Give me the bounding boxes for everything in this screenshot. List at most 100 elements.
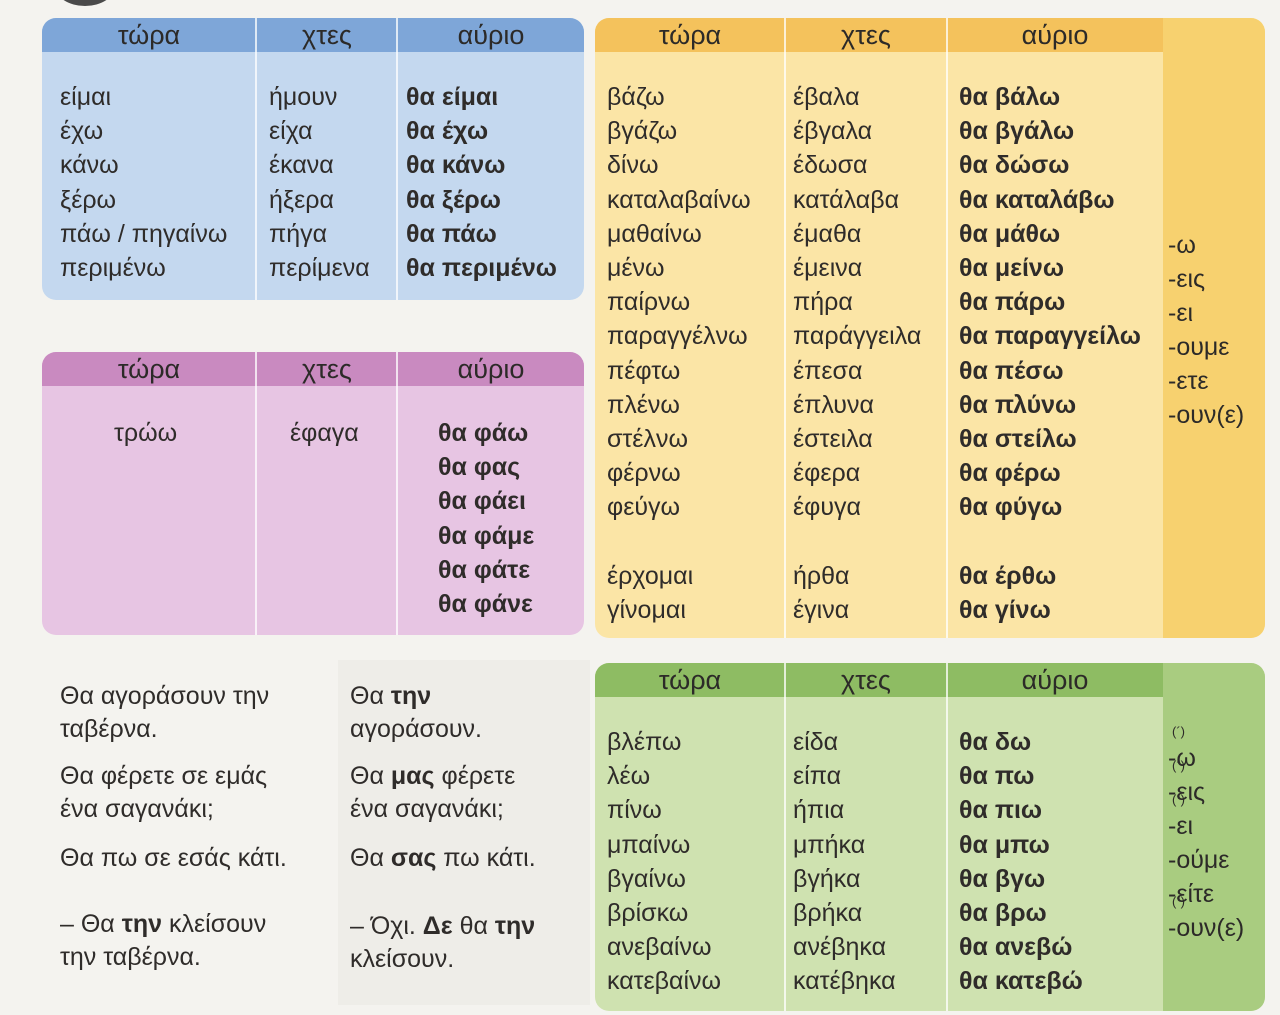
header-tomorrow: αύριο <box>1021 20 1089 50</box>
verb-cell <box>793 524 921 558</box>
verb-cell: πάω / πηγαίνω <box>60 219 228 248</box>
verb-cell: θα κατεβώ <box>959 967 1083 996</box>
pronoun-bold: μας <box>390 762 435 790</box>
verb-cell: ήρθα <box>793 561 850 590</box>
ending: -εις <box>1168 265 1206 293</box>
column-now: είμαι έχω κάνω ξέρω πάω / πηγαίνω περιμέ… <box>60 80 227 285</box>
verb-cell: θα βρω <box>959 898 1047 927</box>
verb-cell: έμεινα <box>793 253 863 282</box>
header-yesterday: χτες <box>841 665 891 695</box>
header-now: τώρα <box>658 20 722 50</box>
sentence-line: κλείσουν. <box>350 945 455 973</box>
column-tomorrow: θα βάλω θα βγάλω θα δώσω θα καταλάβω θα … <box>959 80 1141 627</box>
verb-cell: έμαθα <box>793 219 862 248</box>
ending: -ουν(ε) <box>1168 895 1244 945</box>
column-yesterday: ήμουν είχα έκανα ήξερα πήγα περίμενα <box>269 80 370 285</box>
column-tomorrow: θα δω θα πω θα πιω θα μπω θα βγω θα βρω … <box>959 725 1083 999</box>
ending-text: -ουν(ε) <box>1168 895 1244 945</box>
header-yesterday: χτες <box>841 20 891 50</box>
verb-cell <box>607 524 751 558</box>
blue-verb-table: τώρα χτες αύριο είμαι έχω κάνω ξέρω πάω … <box>42 18 584 300</box>
verb-cell: φεύγω <box>607 493 681 522</box>
verb-cell: θα πιω <box>959 796 1043 825</box>
ending: -ουν(ε) <box>1168 401 1245 429</box>
pronoun-bold: την <box>494 912 536 940</box>
sentence-line: – Όχι. Δε θα την <box>350 910 535 943</box>
verb-cell: θα παραγγείλω <box>959 322 1141 351</box>
verb-cell: θα μπω <box>959 830 1050 859</box>
sentence-right-4: – Όχι. Δε θα την κλείσουν. <box>350 910 535 976</box>
sentence-line: ένα σαγανάκι; <box>60 795 214 823</box>
sentence-line: Θα πω σε εσάς κάτι. <box>60 844 287 872</box>
verb-cell: πλένω <box>607 390 680 419</box>
sentence-part: Θα <box>350 762 391 790</box>
verb-cell: γίνομαι <box>607 595 686 624</box>
green-verb-table: τώρα χτες αύριο βλέπω λέω πίνω μπαίνω βγ… <box>595 663 1265 1011</box>
verb-cell: μπαίνω <box>607 830 691 859</box>
ending-text: -ούμε <box>1168 846 1230 874</box>
negation-bold: Δε <box>422 912 453 940</box>
verb-cell: κάνω <box>60 151 119 180</box>
verb-cell: έκανα <box>269 151 334 180</box>
header-tomorrow: αύριο <box>457 20 525 50</box>
verb-cell: είχα <box>269 117 313 146</box>
verb-cell: ξέρω <box>60 185 117 214</box>
verb-cell: βλέπω <box>607 728 682 756</box>
verb-cell: βρήκα <box>793 898 863 927</box>
header-tomorrow: αύριο <box>1021 665 1089 695</box>
verb-cell: έστειλα <box>793 424 873 453</box>
corner-decoration <box>55 0 115 6</box>
verb-cell: είδα <box>793 728 839 756</box>
verb-cell: θα πλύνω <box>959 390 1077 419</box>
verb-cell: θα πάρω <box>959 288 1066 317</box>
sentence-part: θα <box>452 912 495 940</box>
verb-cell: θα καταλάβω <box>959 185 1115 214</box>
verb-cell: ανεβαίνω <box>607 933 712 962</box>
column-yesterday: είδα είπα ήπια μπήκα βγήκα βρήκα ανέβηκα… <box>793 725 896 999</box>
column-tomorrow: θα φάω θα φας θα φάει θα φάμε θα φάτε θα… <box>438 416 534 621</box>
verb-cell: έφυγα <box>793 493 861 522</box>
ending: -ει <box>1168 299 1194 327</box>
verb-cell: θα φύγω <box>959 493 1063 522</box>
verb-cell: θα είμαι <box>406 83 499 111</box>
verb-cell: τρώω <box>114 419 178 447</box>
column-tomorrow: θα είμαι θα έχω θα κάνω θα ξέρω θα πάω θ… <box>406 80 557 285</box>
sentence-part: πω κάτι. <box>436 844 536 872</box>
verb-cell: μαθαίνω <box>607 219 702 248</box>
verb-cell: έβγαλα <box>793 117 873 146</box>
verb-cell: θα δώσω <box>959 151 1070 180</box>
yellow-verb-table: τώρα χτες αύριο βάζω βγάζω δίνω καταλαβα… <box>595 18 1265 638</box>
verb-cell: καταλαβαίνω <box>607 185 751 214</box>
verb-cell: παίρνω <box>607 288 691 317</box>
verb-cell: πίνω <box>607 796 662 825</box>
verb-cell: στέλνω <box>607 424 688 453</box>
verb-cell: ανέβηκα <box>793 933 887 962</box>
verb-cell: κατάλαβα <box>793 185 900 214</box>
verb-cell: έπλυνα <box>793 390 874 419</box>
sentence-line: – Θα την κλείσουν <box>60 908 266 941</box>
sentence-line: Θα φέρετε σε εμάς <box>60 762 268 790</box>
verb-cell: θα φάμε <box>438 521 535 550</box>
sentence-part: Θα <box>350 682 391 710</box>
sentence-part: – Όχι. <box>350 912 423 940</box>
ending: -ούμε <box>1168 843 1244 877</box>
pronoun-bold: την <box>390 682 432 710</box>
verb-cell: έπεσα <box>793 356 863 385</box>
verb-cell: θα δω <box>959 728 1032 756</box>
verb-cell: θα μάθω <box>959 219 1061 248</box>
verb-cell: παραγγέλνω <box>607 322 748 351</box>
verb-cell: πήγα <box>269 219 328 248</box>
sentence-line: Θα μας φέρετε <box>350 760 515 793</box>
verb-cell: βάζω <box>607 83 665 111</box>
sentence-left-2: Θα φέρετε σε εμάς ένα σαγανάκι; <box>60 760 267 826</box>
verb-cell: λέω <box>607 762 651 791</box>
header-now: τώρα <box>658 665 722 695</box>
column-now: βλέπω λέω πίνω μπαίνω βγαίνω βρίσκω ανεβ… <box>607 725 721 999</box>
header-tomorrow: αύριο <box>457 354 525 384</box>
verb-cell: θα φέρω <box>959 459 1061 488</box>
sentence-line: αγοράσουν. <box>350 715 482 743</box>
column-yesterday: έφαγα <box>290 416 359 450</box>
header-now: τώρα <box>117 354 181 384</box>
verb-cell: έφερα <box>793 459 861 488</box>
column-now: βάζω βγάζω δίνω καταλαβαίνω μαθαίνω μένω… <box>607 80 751 627</box>
